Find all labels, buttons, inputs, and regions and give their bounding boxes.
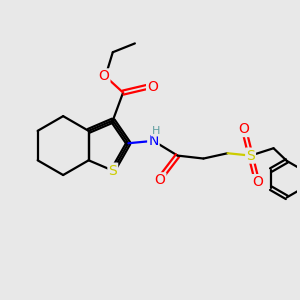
Text: O: O xyxy=(154,173,165,187)
Text: S: S xyxy=(246,148,255,163)
Text: O: O xyxy=(252,175,263,189)
Text: N: N xyxy=(148,134,159,148)
Text: H: H xyxy=(152,126,160,136)
Text: O: O xyxy=(147,80,158,94)
Text: O: O xyxy=(238,122,249,136)
Text: O: O xyxy=(98,69,110,83)
Text: S: S xyxy=(108,164,117,178)
